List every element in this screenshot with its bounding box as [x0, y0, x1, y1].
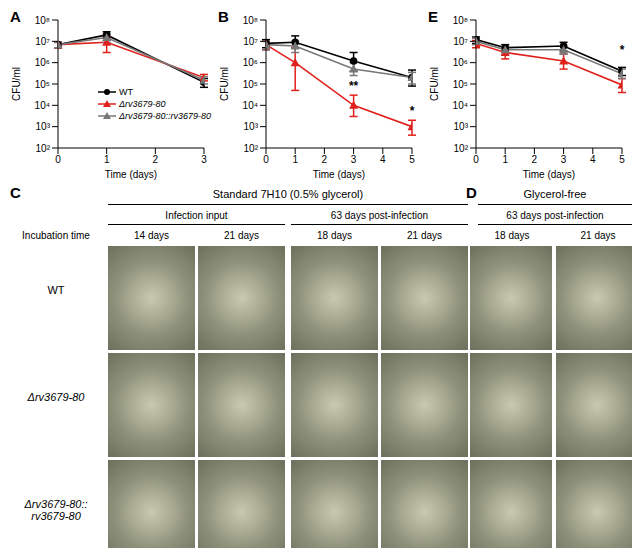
html-text:WT: WT	[47, 284, 65, 296]
svg-text:CFU/ml: CFU/ml	[219, 67, 230, 101]
svg-text:10⁵: 10⁵	[453, 79, 468, 90]
svg-text:2: 2	[153, 154, 159, 165]
svg-text:3: 3	[201, 154, 207, 165]
svg-text:10⁴: 10⁴	[243, 100, 258, 111]
html-text:D: D	[466, 184, 477, 201]
html-text:Standard 7H10 (0.5% glycerol): Standard 7H10 (0.5% glycerol)	[212, 188, 364, 200]
html-text:18 days: 18 days	[317, 230, 352, 241]
svg-text:CFU/ml: CFU/ml	[11, 67, 22, 101]
html-text:21 days: 21 days	[580, 230, 616, 241]
svg-text:4: 4	[380, 154, 386, 165]
svg-text:5: 5	[619, 154, 625, 165]
html-text:Infection input: Infection input	[165, 210, 228, 221]
svg-text:10³: 10³	[244, 121, 259, 132]
html-text:Δrv3679-80::rv3679-80: Δrv3679-80::rv3679-80	[119, 111, 212, 121]
svg-text:10⁵: 10⁵	[35, 79, 50, 90]
svg-text:10⁷: 10⁷	[243, 36, 258, 47]
svg-text:1: 1	[292, 154, 298, 165]
svg-text:2: 2	[322, 154, 328, 165]
svg-text:10³: 10³	[36, 121, 51, 132]
html-text:Incubation time: Incubation time	[22, 230, 90, 241]
html-text:21 days: 21 days	[407, 230, 442, 241]
svg-text:10⁴: 10⁴	[35, 100, 50, 111]
svg-text:10⁶: 10⁶	[453, 57, 468, 68]
svg-text:10⁴: 10⁴	[453, 100, 468, 111]
svg-text:Time (days): Time (days)	[523, 169, 575, 180]
svg-text:10⁸: 10⁸	[453, 15, 468, 26]
svg-text:10⁶: 10⁶	[243, 57, 258, 68]
svg-text:10⁸: 10⁸	[35, 15, 50, 26]
svg-text:2: 2	[532, 154, 538, 165]
svg-text:1: 1	[502, 154, 508, 165]
html-text:Δrv3679-80: Δrv3679-80	[119, 99, 166, 109]
html-text:18 days: 18 days	[494, 230, 530, 241]
html-text:Δrv3679-80: Δrv3679-80	[27, 391, 85, 403]
html-text:Glycerol-free: Glycerol-free	[523, 188, 587, 200]
svg-text:0: 0	[263, 154, 269, 165]
svg-text:*: *	[620, 43, 625, 57]
svg-text:**: **	[349, 79, 359, 93]
html-text:B: B	[218, 8, 229, 25]
html-text:rv3679-80: rv3679-80	[31, 510, 81, 522]
svg-text:4: 4	[590, 154, 596, 165]
html-text:21 days: 21 days	[224, 230, 259, 241]
svg-text:0: 0	[55, 154, 61, 165]
svg-text:3: 3	[351, 154, 357, 165]
svg-text:5: 5	[409, 154, 415, 165]
svg-text:10²: 10²	[454, 143, 469, 154]
html-text:63 days post-infection: 63 days post-infection	[506, 210, 604, 221]
svg-text:1: 1	[104, 154, 110, 165]
html-text:14 days: 14 days	[134, 230, 169, 241]
svg-text:10⁶: 10⁶	[35, 57, 50, 68]
svg-text:3: 3	[561, 154, 567, 165]
svg-text:Time (days): Time (days)	[105, 169, 157, 180]
svg-text:0: 0	[473, 154, 479, 165]
svg-text:10⁷: 10⁷	[35, 36, 50, 47]
html-text:A: A	[10, 8, 21, 25]
svg-text:10⁵: 10⁵	[243, 79, 258, 90]
svg-text:Time (days): Time (days)	[313, 169, 365, 180]
svg-text:10³: 10³	[454, 121, 469, 132]
svg-text:CFU/ml: CFU/ml	[429, 67, 440, 101]
svg-text:10⁸: 10⁸	[243, 15, 258, 26]
html-text:63 days post-infection: 63 days post-infection	[330, 210, 429, 221]
html-text:WT: WT	[119, 87, 133, 97]
html-text:E: E	[428, 8, 438, 25]
svg-text:*: *	[410, 104, 415, 118]
svg-text:10²: 10²	[244, 143, 259, 154]
svg-text:10²: 10²	[36, 143, 51, 154]
html-text:Δrv3679-80::: Δrv3679-80::	[24, 498, 88, 510]
svg-text:10⁷: 10⁷	[453, 36, 468, 47]
html-text:C: C	[10, 184, 21, 201]
